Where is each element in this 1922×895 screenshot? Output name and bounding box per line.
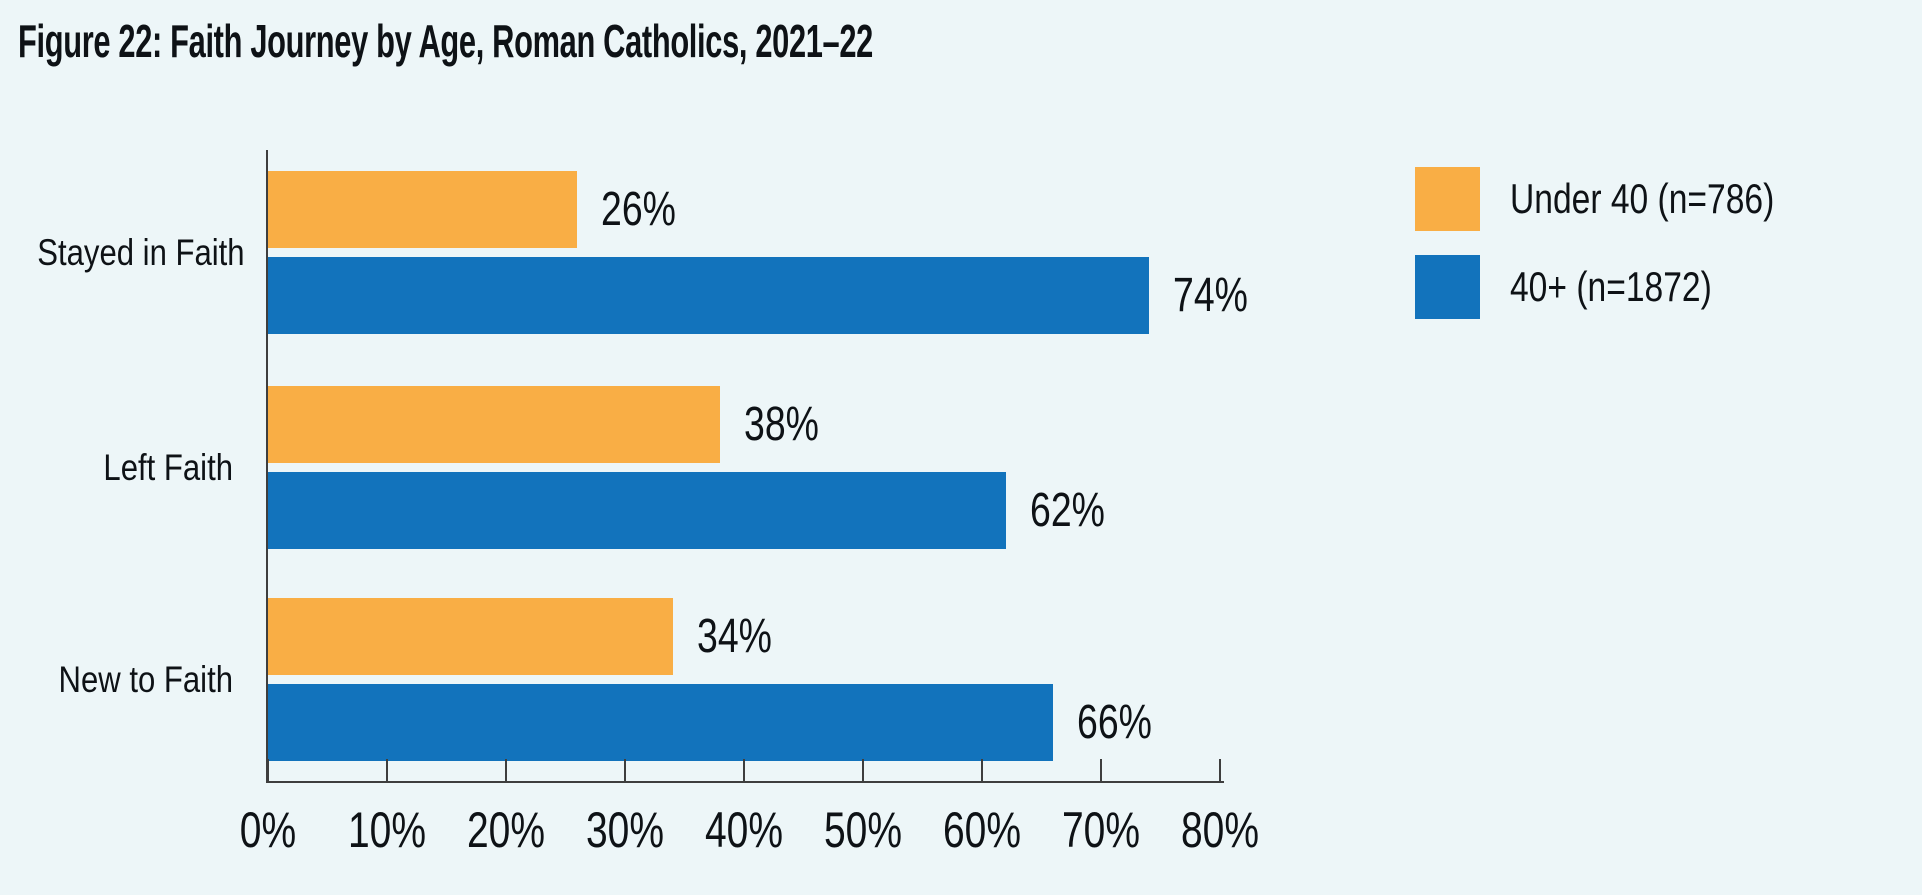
bar-series-0-cat-0	[268, 171, 578, 248]
legend-label-series-1: 40+ (n=1872)	[1510, 263, 1712, 310]
x-tick-mark	[1219, 759, 1221, 781]
bar-series-1-cat-0	[268, 257, 1149, 334]
value-label: 66%	[1077, 696, 1153, 749]
x-tick-mark	[1100, 759, 1102, 781]
bar-series-1-cat-1	[268, 472, 1006, 549]
x-tick-label: 0%	[239, 802, 297, 858]
x-tick-label: 80%	[1180, 802, 1260, 858]
x-tick-mark	[981, 759, 983, 781]
x-tick-label: 10%	[347, 802, 427, 858]
legend-label-series-0: Under 40 (n=786)	[1510, 175, 1775, 222]
x-tick-label: 70%	[1061, 802, 1141, 858]
category-label: New to Faith	[58, 658, 233, 700]
category-label: Stayed in Faith	[37, 231, 245, 273]
value-label: 38%	[744, 398, 820, 451]
value-label: 74%	[1172, 269, 1248, 322]
x-tick-mark	[505, 759, 507, 781]
value-label: 26%	[601, 183, 677, 236]
x-tick-label: 40%	[704, 802, 784, 858]
x-tick-mark	[386, 759, 388, 781]
category-label: Left Faith	[103, 446, 233, 488]
y-axis-line	[266, 150, 268, 783]
x-tick-mark	[267, 759, 269, 781]
value-label: 62%	[1029, 484, 1105, 537]
x-axis-line	[266, 781, 1224, 783]
legend-swatch-series-0	[1415, 167, 1480, 231]
x-tick-label: 30%	[585, 802, 665, 858]
x-tick-mark	[743, 759, 745, 781]
figure-title: Figure 22: Faith Journey by Age, Roman C…	[18, 15, 873, 67]
x-tick-label: 20%	[466, 802, 546, 858]
legend-swatch-series-1	[1415, 255, 1480, 319]
x-tick-label: 60%	[942, 802, 1022, 858]
bar-series-0-cat-2	[268, 598, 673, 675]
x-tick-mark	[624, 759, 626, 781]
bar-series-0-cat-1	[268, 386, 721, 463]
bar-series-1-cat-2	[268, 684, 1054, 761]
value-label: 34%	[696, 610, 772, 663]
x-tick-mark	[862, 759, 864, 781]
x-tick-label: 50%	[823, 802, 903, 858]
